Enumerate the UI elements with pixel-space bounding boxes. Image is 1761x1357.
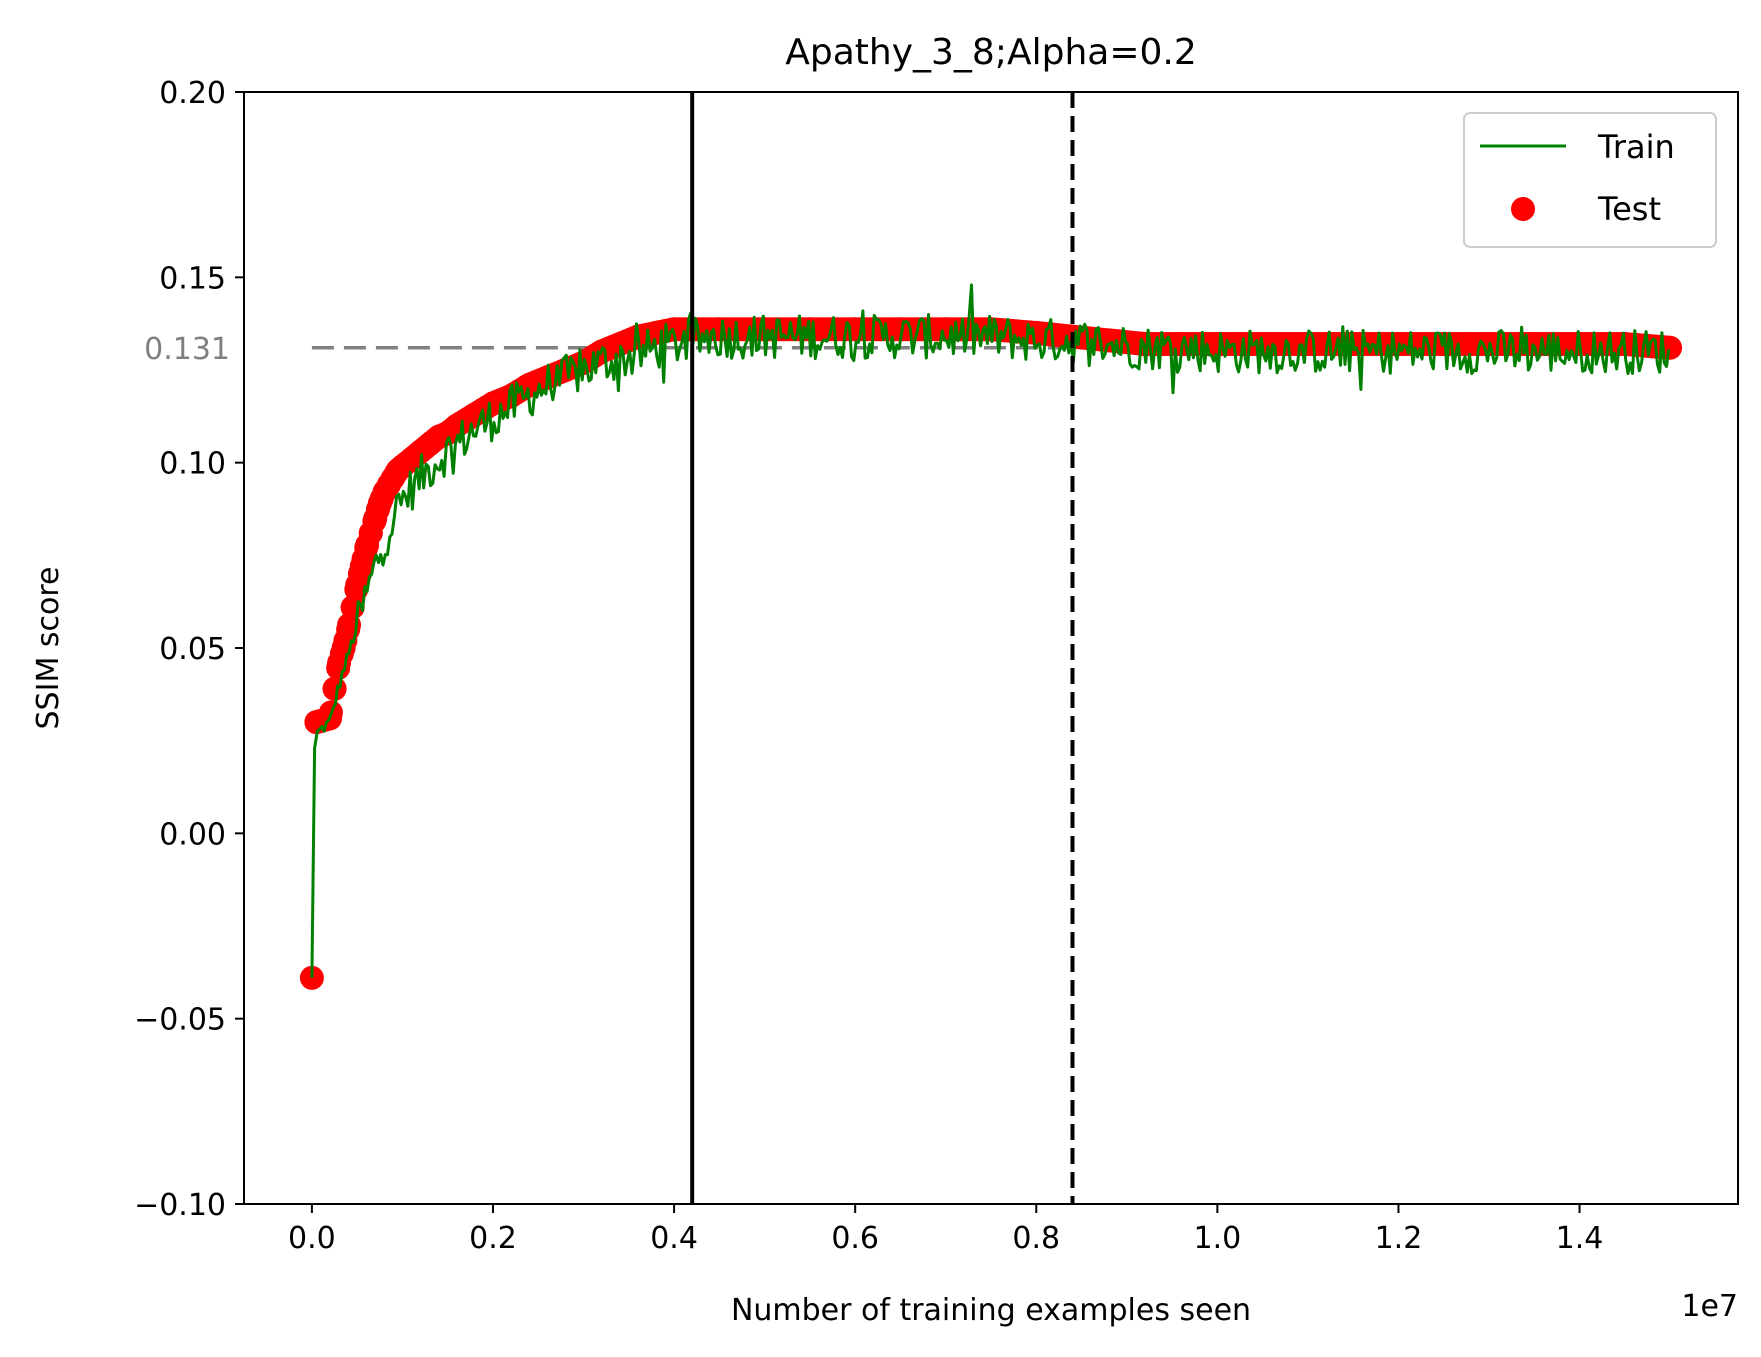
x-tick-label: 0.2 bbox=[469, 1221, 517, 1256]
legend-test-label: Test bbox=[1597, 190, 1661, 228]
y-tick-label: 0.10 bbox=[159, 447, 226, 482]
y-tick-label: −0.05 bbox=[134, 1003, 226, 1038]
y-tick-label: −0.10 bbox=[134, 1188, 226, 1223]
x-axis: 0.0 0.2 0.4 0.6 0.8 1.0 1.2 1.4 bbox=[288, 1204, 1603, 1256]
x-axis-offset-label: 1e7 bbox=[1681, 1289, 1738, 1324]
x-tick-label: 1.0 bbox=[1194, 1221, 1242, 1256]
x-tick-label: 1.2 bbox=[1375, 1221, 1423, 1256]
x-axis-label: Number of training examples seen bbox=[731, 1293, 1251, 1328]
legend-train-label: Train bbox=[1597, 128, 1675, 166]
y-axis-label: SSIM score bbox=[31, 567, 66, 730]
legend: Train Test bbox=[1463, 112, 1717, 248]
legend-test-swatch bbox=[1511, 197, 1535, 221]
x-tick-label: 0.8 bbox=[1012, 1221, 1060, 1256]
train-series bbox=[310, 283, 1671, 978]
x-tick-label: 1.4 bbox=[1556, 1221, 1604, 1256]
x-tick-label: 0.0 bbox=[288, 1221, 336, 1256]
chart-title: Apathy_3_8;Alpha=0.2 bbox=[785, 32, 1197, 73]
plot-area bbox=[299, 92, 1683, 1204]
test-point bbox=[322, 676, 347, 701]
y-tick-label: 0.05 bbox=[159, 632, 226, 667]
y-tick-label: 0.20 bbox=[159, 76, 226, 111]
x-tick-label: 0.6 bbox=[831, 1221, 879, 1256]
train-line bbox=[310, 283, 1671, 978]
legend-box bbox=[1463, 112, 1717, 248]
reference-hline-label: 0.131 bbox=[144, 332, 230, 367]
x-tick-label: 0.4 bbox=[650, 1221, 698, 1256]
y-axis: −0.10 −0.05 0.00 0.05 0.10 0.15 0.20 bbox=[134, 76, 244, 1223]
y-tick-label: 0.15 bbox=[159, 261, 226, 296]
y-tick-label: 0.00 bbox=[159, 817, 226, 852]
vertical-lines bbox=[690, 92, 1075, 1204]
